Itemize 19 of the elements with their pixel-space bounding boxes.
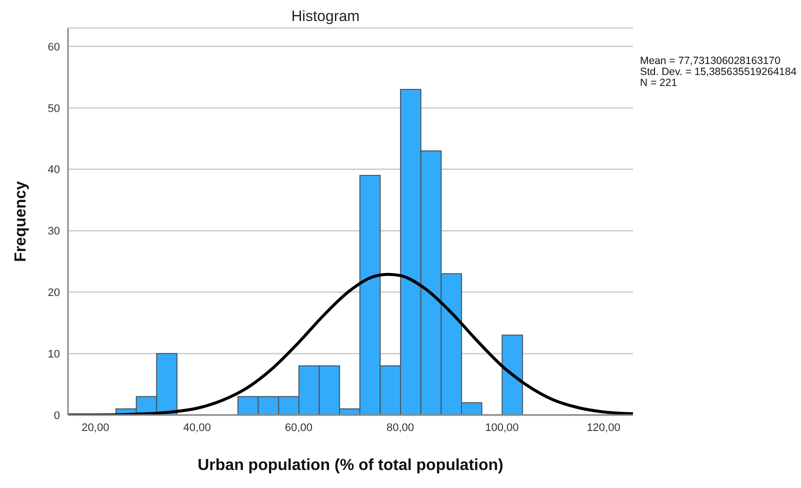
x-tick-label: 60,00 (284, 422, 312, 434)
x-tick-label: 120,00 (586, 422, 620, 434)
y-tick-label: 50 (48, 102, 60, 115)
y-tick-label: 20 (48, 287, 60, 300)
x-tick-label: 40,00 (183, 422, 211, 434)
y-tick-label: 30 (48, 226, 60, 238)
x-tick-label: 20,00 (82, 422, 110, 434)
x-tick-label: 80,00 (386, 422, 414, 434)
y-tick-label: 10 (48, 348, 60, 360)
text: Mean = 77,731306028163170 (640, 55, 782, 67)
x-tick-label: 100,00 (485, 422, 519, 434)
y-tick-label: 60 (48, 41, 60, 54)
chart-title: Histogram (290, 8, 361, 25)
y-tick-label: 0 (54, 410, 60, 422)
x-axis-title: Urban population (% of total population) (198, 457, 504, 474)
y-axis-title: Frequency (12, 180, 30, 262)
text: N = 221 (640, 77, 678, 89)
text: Std. Dev. = 15,385635519264184 (640, 66, 797, 78)
y-tick-label: 40 (48, 164, 60, 176)
